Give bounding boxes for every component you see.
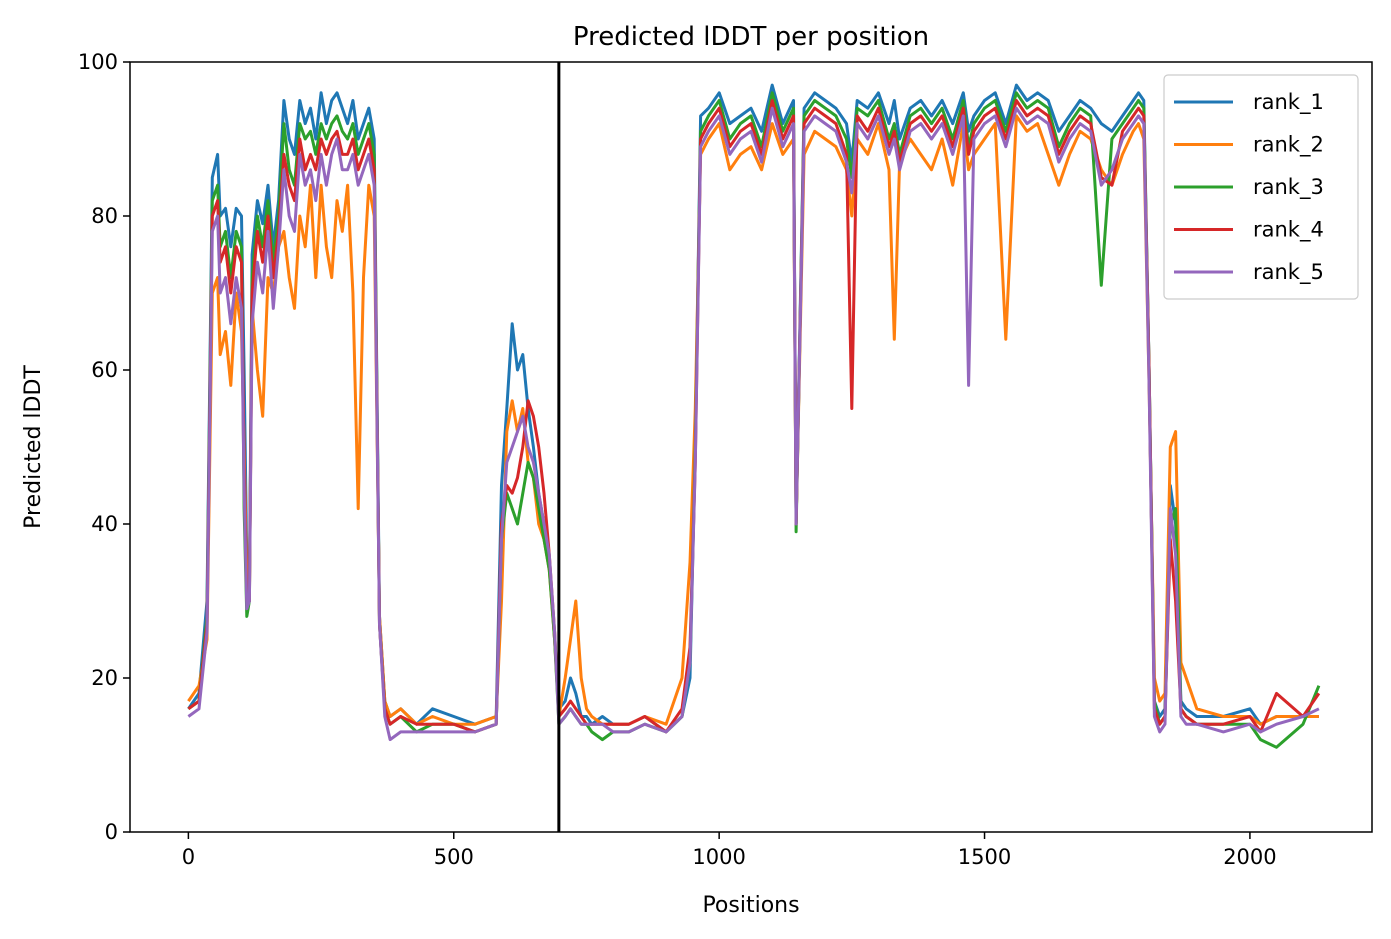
x-tick-label: 1500 bbox=[958, 845, 1011, 869]
series-line-rank_5 bbox=[187, 106, 1320, 742]
x-tick-label: 1000 bbox=[692, 845, 745, 869]
y-axis-label: Predicted lDDT bbox=[21, 365, 46, 529]
legend-label-rank_5: rank_5 bbox=[1253, 260, 1324, 285]
legend-box bbox=[1163, 74, 1359, 300]
legend-label-rank_2: rank_2 bbox=[1253, 133, 1324, 158]
y-tick-label: 0 bbox=[105, 820, 118, 844]
legend-label-rank_3: rank_3 bbox=[1253, 175, 1324, 200]
y-tick-label: 60 bbox=[91, 358, 118, 382]
legend-label-rank_4: rank_4 bbox=[1253, 218, 1324, 243]
series-line-rank_4 bbox=[187, 99, 1321, 734]
y-tick-label: 20 bbox=[91, 666, 118, 690]
x-tick-label: 0 bbox=[182, 845, 195, 869]
x-axis-label: Positions bbox=[702, 893, 799, 918]
plot-frame bbox=[129, 61, 1373, 833]
chart-title: Predicted lDDT per position bbox=[573, 22, 929, 52]
plot-area bbox=[187, 62, 1321, 832]
y-axis-ticks: 0 20 40 60 80 100 bbox=[78, 50, 130, 844]
y-tick-label: 40 bbox=[91, 512, 118, 536]
x-axis-ticks: 0 500 1000 1500 2000 bbox=[182, 832, 1277, 869]
x-tick-label: 500 bbox=[434, 845, 474, 869]
x-tick-label: 2000 bbox=[1223, 845, 1276, 869]
legend-label-rank_1: rank_1 bbox=[1253, 90, 1324, 115]
legend: rank_1 rank_2 rank_3 rank_4 rank_5 bbox=[1163, 74, 1359, 300]
y-tick-label: 80 bbox=[91, 204, 118, 228]
y-tick-label: 100 bbox=[78, 50, 118, 74]
